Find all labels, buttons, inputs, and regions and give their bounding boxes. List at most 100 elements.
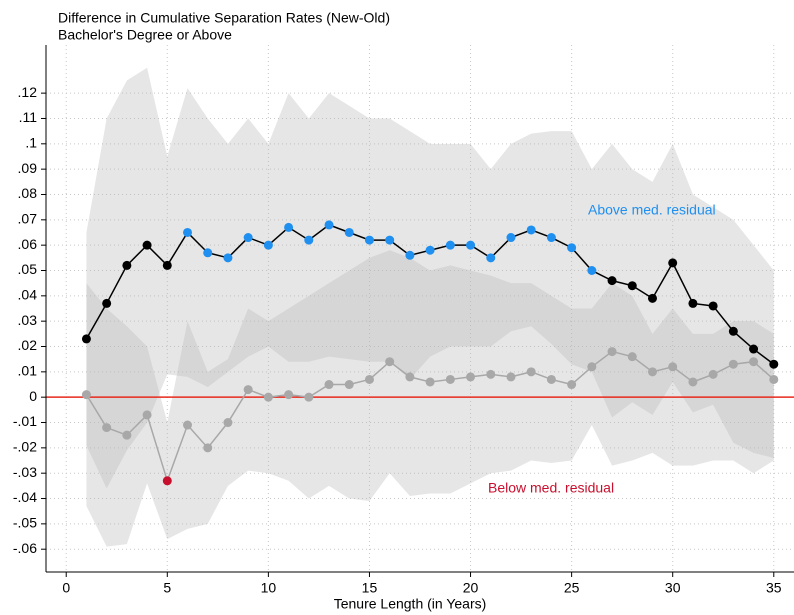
y-tick-label: -.03 — [13, 464, 37, 480]
point — [142, 240, 152, 250]
point — [324, 380, 334, 390]
y-tick-label: .01 — [18, 363, 38, 379]
point — [183, 227, 193, 237]
confidence-band — [86, 67, 774, 489]
x-tick-label: 15 — [362, 580, 378, 596]
point — [385, 357, 395, 367]
point — [688, 298, 698, 308]
x-tick-label: 20 — [463, 580, 479, 596]
point — [486, 253, 496, 263]
point — [243, 385, 253, 395]
point — [567, 380, 577, 390]
y-tick-label: .1 — [25, 135, 37, 151]
point — [385, 235, 395, 245]
point — [364, 235, 374, 245]
point — [425, 377, 435, 387]
point — [81, 334, 91, 344]
point — [607, 347, 617, 357]
y-tick-label: -.01 — [13, 413, 37, 429]
confidence-band — [86, 250, 774, 547]
point — [668, 258, 678, 268]
point — [627, 352, 637, 362]
series-label: Above med. residual — [588, 202, 716, 218]
point — [102, 423, 112, 433]
point — [324, 220, 334, 230]
x-axis-label: Tenure Length (in Years) — [334, 596, 487, 612]
x-tick-label: 5 — [163, 580, 171, 596]
point — [162, 476, 172, 486]
point — [102, 298, 112, 308]
point — [203, 248, 213, 258]
series-label: Below med. residual — [488, 480, 614, 496]
point — [405, 250, 415, 260]
y-tick-label: -.05 — [13, 515, 37, 531]
x-tick-label: 0 — [62, 580, 70, 596]
y-tick-label: .11 — [19, 109, 38, 125]
y-tick-label: .07 — [18, 211, 38, 227]
point — [486, 369, 496, 379]
y-tick-label: .05 — [18, 261, 38, 277]
point — [183, 420, 193, 430]
point — [668, 362, 678, 372]
point — [506, 233, 516, 243]
point — [526, 225, 536, 235]
chart-subtitle: Bachelor's Degree or Above — [58, 27, 232, 43]
y-tick-label: .04 — [18, 287, 38, 303]
point — [344, 380, 354, 390]
point — [546, 233, 556, 243]
y-tick-label: -.02 — [13, 439, 37, 455]
point — [546, 374, 556, 384]
point — [647, 367, 657, 377]
point — [445, 374, 455, 384]
y-tick-label: .03 — [18, 312, 38, 328]
point — [405, 372, 415, 382]
y-tick-label: .08 — [18, 185, 38, 201]
x-tick-label: 35 — [766, 580, 782, 596]
y-tick-label: .12 — [18, 84, 38, 100]
point — [122, 430, 132, 440]
point — [284, 390, 294, 400]
point — [263, 240, 273, 250]
y-tick-label: 0 — [29, 388, 37, 404]
point — [304, 392, 314, 402]
x-tick-label: 10 — [261, 580, 277, 596]
point — [708, 301, 718, 311]
point — [364, 374, 374, 384]
point — [607, 276, 617, 286]
point — [708, 369, 718, 379]
point — [647, 293, 657, 303]
point — [445, 240, 455, 250]
point — [263, 392, 273, 402]
point — [526, 367, 536, 377]
chart-title: Difference in Cumulative Separation Rate… — [58, 10, 390, 26]
point — [749, 357, 759, 367]
point — [284, 222, 294, 232]
y-tick-label: .06 — [18, 236, 38, 252]
point — [304, 235, 314, 245]
point — [203, 443, 213, 453]
point — [688, 377, 698, 387]
x-tick-label: 25 — [564, 580, 580, 596]
y-tick-label: .09 — [18, 160, 38, 176]
point — [627, 281, 637, 291]
y-tick-label: -.06 — [13, 540, 37, 556]
point — [142, 410, 152, 420]
point — [425, 245, 435, 255]
point — [728, 326, 738, 336]
point — [81, 390, 91, 400]
y-tick-label: .02 — [18, 337, 38, 353]
point — [466, 240, 476, 250]
point — [769, 374, 779, 384]
point — [749, 344, 759, 354]
point — [223, 253, 233, 263]
point — [587, 265, 597, 275]
point — [506, 372, 516, 382]
point — [223, 418, 233, 428]
point — [466, 372, 476, 382]
x-tick-label: 30 — [665, 580, 681, 596]
point — [728, 359, 738, 369]
y-tick-label: -.04 — [13, 489, 37, 505]
point — [122, 260, 132, 270]
